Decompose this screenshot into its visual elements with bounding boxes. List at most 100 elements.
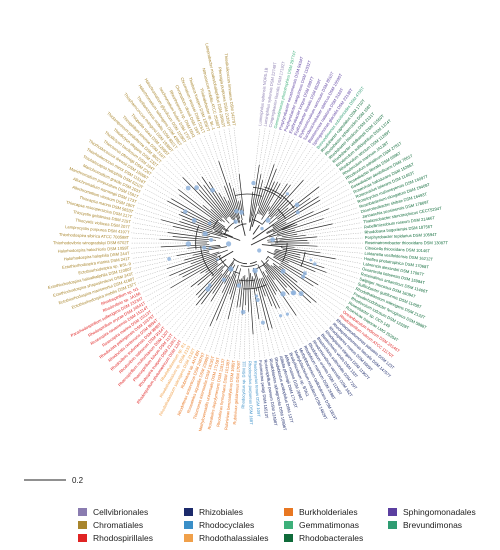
- branch: [205, 263, 219, 273]
- branch: [221, 276, 231, 293]
- branch: [260, 278, 273, 307]
- leader-line: [132, 222, 203, 236]
- branch: [190, 259, 227, 288]
- branch: [253, 180, 264, 218]
- branch: [239, 276, 244, 308]
- leader-line: [177, 303, 202, 337]
- branch: [272, 196, 319, 227]
- node-marker: [254, 294, 259, 298]
- branch: [273, 256, 307, 275]
- leaf-label: Thiorhodospira sibirica ATCC 700588T: [59, 232, 130, 240]
- leader-line: [294, 247, 363, 254]
- branch: [275, 199, 294, 217]
- node-marker: [285, 192, 289, 196]
- clade-arc: [212, 220, 219, 229]
- branch: [214, 230, 241, 241]
- leader-line: [131, 237, 160, 240]
- leaf-label: Rhodocyclus tenuis DSM 109T: [253, 361, 262, 418]
- legend: Cellvibrionales Rhizobiales Burkholderiale…: [78, 506, 488, 548]
- branch: [280, 262, 319, 286]
- branch: [167, 200, 222, 231]
- leader-line: [293, 290, 329, 327]
- clade-arc: [224, 221, 236, 235]
- leaf-label: Rhodobaca bogoriensis DSM 18756T: [364, 224, 433, 235]
- leader-line: [181, 293, 213, 340]
- branch: [249, 164, 260, 222]
- leader-line: [213, 131, 230, 184]
- leader-line: [199, 326, 211, 349]
- leader-line: [323, 207, 358, 219]
- legend-item: Cellvibrionales: [78, 506, 148, 518]
- legend-item: Rhodospirillales: [78, 532, 153, 544]
- legend-swatch: [184, 508, 193, 516]
- node-marker: [185, 185, 191, 191]
- node-marker: [208, 283, 212, 287]
- branch: [270, 265, 312, 303]
- branch: [267, 240, 308, 243]
- branch: [190, 249, 228, 265]
- leader-line: [335, 258, 362, 264]
- branch: [180, 211, 224, 233]
- clade-arc: [238, 279, 255, 282]
- branch: [272, 208, 329, 233]
- branch: [268, 184, 291, 215]
- leader-line: [181, 147, 203, 178]
- branch: [266, 262, 294, 291]
- node-marker: [228, 266, 234, 272]
- leader-line: [152, 175, 180, 196]
- leader-line: [133, 255, 193, 269]
- branch: [270, 243, 318, 247]
- leader-line: [131, 248, 204, 259]
- branch: [198, 189, 230, 224]
- branch: [275, 249, 301, 256]
- leader-line: [173, 304, 197, 333]
- leaf-label: Rhodocyclus purpureus DSM 168T: [248, 361, 254, 425]
- branch: [161, 219, 228, 238]
- branch: [252, 224, 274, 240]
- leader-line: [262, 131, 281, 190]
- node-marker: [226, 241, 232, 247]
- leader-line: [307, 237, 363, 241]
- branch: [257, 264, 280, 309]
- branch: [269, 229, 296, 238]
- branch: [171, 198, 228, 232]
- leader-line: [218, 130, 234, 189]
- leader-line: [185, 301, 212, 342]
- leader-line: [328, 197, 355, 209]
- branch: [248, 192, 254, 223]
- clade-arc: [243, 284, 267, 290]
- clade-arc: [234, 193, 263, 197]
- branch: [267, 256, 314, 287]
- leader-line: [319, 184, 348, 201]
- branch: [266, 275, 278, 292]
- branch: [281, 233, 298, 238]
- phylogenetic-tree: Luminiphilus syltensis NOR5-1BLuminiphil…: [47, 43, 448, 432]
- clade-arc: [282, 242, 288, 262]
- leader-line: [149, 273, 201, 307]
- leader-line: [274, 279, 317, 337]
- node-marker: [290, 290, 296, 296]
- node-marker: [185, 241, 192, 247]
- leader-line: [276, 308, 295, 349]
- leaf-labels: Luminiphilus syltensis NOR5-1BLuminiphil…: [47, 43, 448, 432]
- node-marker: [221, 277, 226, 282]
- branch: [192, 251, 210, 256]
- leader-line: [173, 153, 198, 183]
- leader-line: [134, 212, 162, 220]
- branch: [258, 278, 266, 297]
- leader-line: [165, 294, 197, 327]
- leader-line: [310, 302, 332, 323]
- branch: [200, 262, 218, 274]
- clade-arc: [300, 251, 306, 267]
- leader-line: [318, 171, 339, 187]
- leader-line: [251, 288, 260, 359]
- legend-swatch: [388, 508, 397, 516]
- node-marker: [239, 210, 244, 215]
- branch: [282, 224, 298, 231]
- branch: [182, 258, 218, 278]
- clade-arc: [234, 223, 247, 229]
- leader-line: [162, 163, 212, 210]
- leader-line: [248, 311, 250, 360]
- leaf-label: Halorhodospira halophila DSM 244T: [64, 251, 131, 262]
- leader-line: [177, 150, 204, 186]
